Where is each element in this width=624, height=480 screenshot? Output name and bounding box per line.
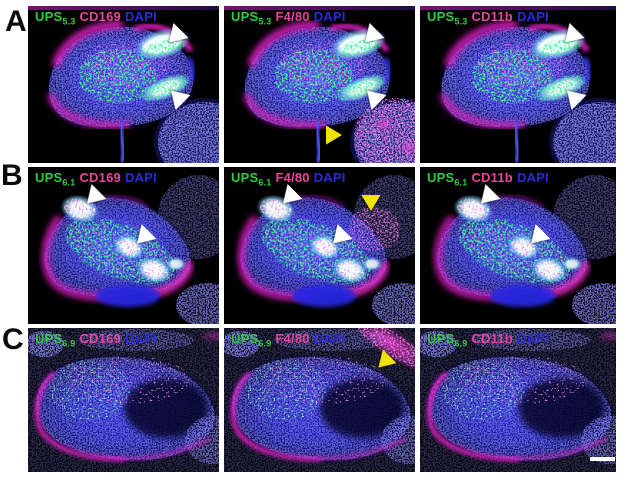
- probe-subscript: 5.3: [454, 16, 468, 27]
- macrophage-rich-region: [354, 98, 415, 163]
- yellow-arrowhead-icon: [326, 125, 342, 145]
- macrophage-rich-region: [348, 207, 400, 251]
- tissue-art: [224, 6, 415, 163]
- yellow-arrowhead-icon: [361, 195, 381, 211]
- tissue-art: [420, 167, 616, 324]
- probe-subscript: 6.9: [62, 338, 76, 349]
- probe-subscript: 5.3: [62, 16, 76, 27]
- tissue-art: [420, 328, 616, 472]
- macrophage-rich-region: [350, 328, 415, 374]
- scale-bar: [590, 457, 615, 461]
- probe-label: UPS6.9: [35, 331, 76, 349]
- dapi-label: DAPI: [516, 9, 549, 24]
- marker-label: F4/80: [275, 331, 310, 346]
- dapi-label: DAPI: [124, 170, 157, 185]
- marker-label: CD11b: [471, 9, 513, 24]
- micrograph-b-cd11b: UPS6.1 CD11b DAPI: [420, 167, 616, 324]
- dapi-label: DAPI: [313, 331, 346, 346]
- panel-caption: UPS6.9 F4/80 DAPI: [231, 331, 346, 349]
- micrograph-b-f480: UPS6.1 F4/80 DAPI: [224, 167, 415, 324]
- micrograph-c-f480: UPS6.9 F4/80 DAPI: [224, 328, 415, 472]
- probe-subscript: 6.9: [258, 338, 272, 349]
- micrograph-a-f480: UPS5.3 F4/80 DAPI: [224, 6, 415, 163]
- marker-label: CD11b: [471, 170, 513, 185]
- panel-caption: UPS6.1 F4/80 DAPI: [231, 170, 346, 188]
- probe-subscript: 6.1: [454, 177, 468, 188]
- marker-label: CD169: [79, 170, 121, 185]
- row-label-a: A: [5, 5, 27, 38]
- micrograph-a-cd169: UPS5.3 CD169 DAPI: [28, 6, 219, 163]
- micrograph-a-cd11b: UPS5.3 CD11b DAPI: [420, 6, 616, 163]
- marker-label: CD169: [79, 9, 121, 24]
- probe-label: UPS6.9: [231, 331, 272, 349]
- marker-label: CD169: [79, 331, 121, 346]
- panel-caption: UPS6.1 CD169 DAPI: [35, 170, 157, 188]
- marker-label: F4/80: [275, 170, 310, 185]
- dapi-label: DAPI: [313, 9, 346, 24]
- tissue-art: [28, 167, 219, 324]
- dapi-label: DAPI: [516, 331, 549, 346]
- panel-caption: UPS6.1 CD11b DAPI: [427, 170, 549, 188]
- tissue-art: [224, 167, 415, 324]
- micrograph-c-cd169: UPS6.9 CD169 DAPI: [28, 328, 219, 472]
- panel-caption: UPS5.3 CD11b DAPI: [427, 9, 549, 27]
- probe-label: UPS6.9: [427, 331, 468, 349]
- probe-subscript: 5.3: [258, 16, 272, 27]
- panel-caption: UPS6.9 CD11b DAPI: [427, 331, 549, 349]
- micrograph-c-cd11b: UPS6.9 CD11b DAPI: [420, 328, 616, 472]
- tissue-art: [420, 6, 616, 163]
- probe-label: UPS6.1: [35, 170, 76, 188]
- micrograph-b-cd169: UPS6.1 CD169 DAPI: [28, 167, 219, 324]
- probe-label: UPS5.3: [231, 9, 272, 27]
- panel-caption: UPS5.3 F4/80 DAPI: [231, 9, 346, 27]
- marker-label: CD11b: [471, 331, 513, 346]
- dapi-label: DAPI: [516, 170, 549, 185]
- dapi-label: DAPI: [313, 170, 346, 185]
- tissue-art: [224, 328, 415, 472]
- marker-label: F4/80: [275, 9, 310, 24]
- dapi-label: DAPI: [124, 9, 157, 24]
- dapi-label: DAPI: [124, 331, 157, 346]
- probe-subscript: 6.1: [258, 177, 272, 188]
- probe-label: UPS5.3: [427, 9, 468, 27]
- probe-label: UPS6.1: [427, 170, 468, 188]
- row-label-c: C: [2, 323, 24, 356]
- row-label-b: B: [1, 159, 23, 192]
- probe-label: UPS6.1: [231, 170, 272, 188]
- probe-subscript: 6.9: [454, 338, 468, 349]
- tissue-art: [28, 6, 219, 163]
- tissue-art: [28, 328, 219, 472]
- probe-subscript: 6.1: [62, 177, 76, 188]
- panel-caption: UPS5.3 CD169 DAPI: [35, 9, 157, 27]
- panel-caption: UPS6.9 CD169 DAPI: [35, 331, 157, 349]
- probe-label: UPS5.3: [35, 9, 76, 27]
